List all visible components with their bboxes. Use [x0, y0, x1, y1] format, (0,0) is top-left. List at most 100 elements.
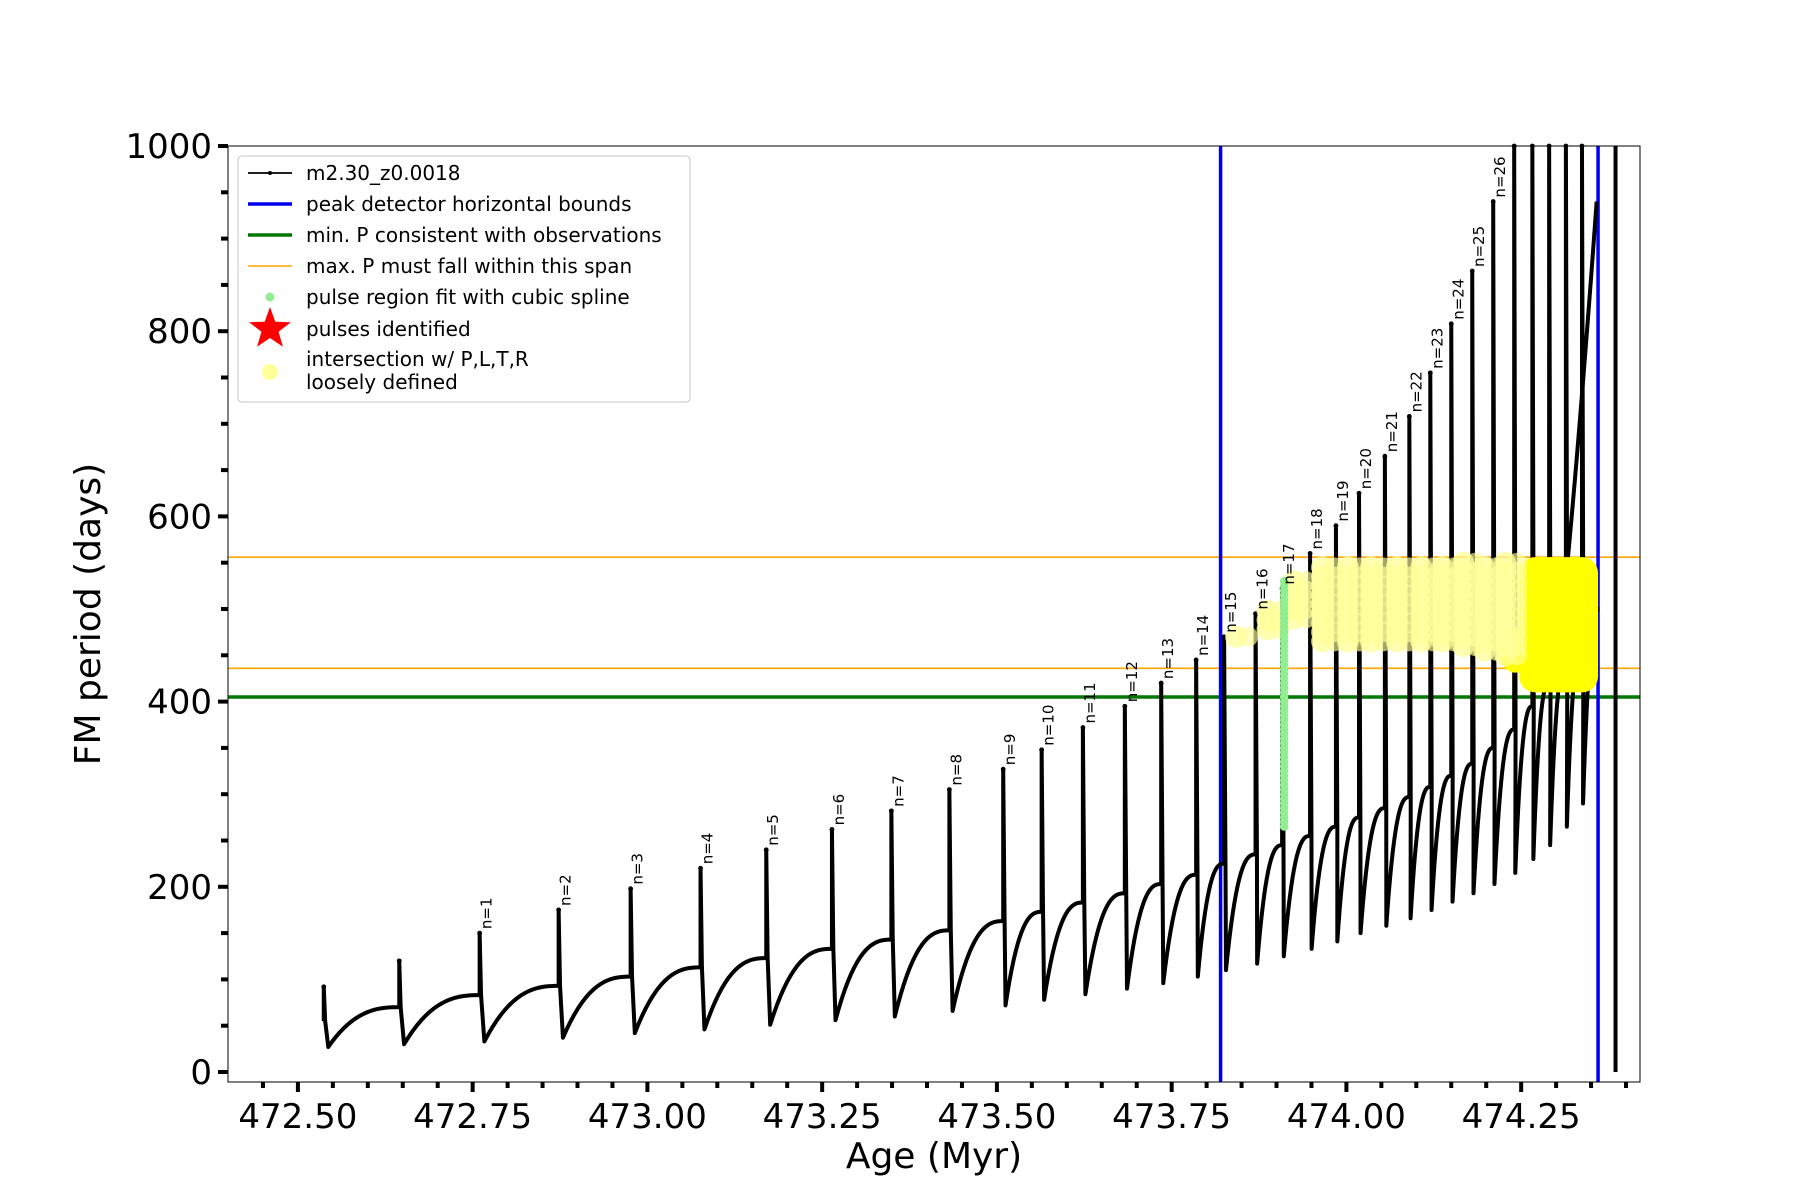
- y-tick-label: 0: [190, 1053, 212, 1093]
- y-axis-label: FM period (days): [68, 463, 109, 765]
- pulse-peak-point-14: [1122, 703, 1128, 709]
- x-tick-label: 474.25: [1462, 1097, 1581, 1137]
- pulse-peak-point-15: [1158, 680, 1164, 686]
- pulse-11: [1001, 767, 1042, 1008]
- pulse-peak-point-3: [477, 930, 483, 936]
- legend-box: [237, 155, 691, 403]
- pulse-label-n=16: n=16: [1254, 568, 1272, 609]
- pulse-peak-point-28: [1490, 199, 1496, 204]
- legend-swatch-dot: [268, 171, 272, 175]
- pulse-3: [477, 931, 559, 1044]
- pulse-label-n=17: n=17: [1280, 543, 1298, 584]
- pulse-18: [1253, 611, 1283, 966]
- legend-label: m2.30_z0.0018: [306, 161, 461, 185]
- pulse-label-n=3: n=3: [629, 853, 647, 885]
- series-layer: [321, 143, 1618, 1072]
- pulse-label-n=13: n=13: [1159, 638, 1177, 679]
- pulse-peak-point-1: [321, 984, 327, 990]
- pulse-22: [1357, 491, 1386, 936]
- pulse-label-n=7: n=7: [889, 775, 907, 807]
- pulse-peak-point-13: [1080, 725, 1086, 730]
- pulse-peak-point-4: [556, 907, 562, 913]
- pulse-label-n=12: n=12: [1123, 661, 1141, 702]
- pulse-label-n=21: n=21: [1383, 411, 1401, 452]
- x-axis-label: Age (Myr): [846, 1136, 1022, 1177]
- y-tick-label: 800: [147, 312, 212, 352]
- pulse-6: [698, 866, 767, 1032]
- pulse-14: [1122, 704, 1162, 991]
- pulse-19: [1280, 586, 1311, 959]
- legend-label: min. P consistent with observations: [306, 223, 662, 247]
- pulse-label-n=26: n=26: [1491, 156, 1509, 197]
- pulse-label-n=11: n=11: [1081, 682, 1099, 723]
- legend-label: loosely defined: [306, 370, 458, 394]
- pulse-21: [1333, 523, 1360, 944]
- pulse-13: [1080, 725, 1125, 997]
- pulse-peak-point-23: [1382, 453, 1388, 459]
- legend-swatch-dot: [265, 292, 275, 302]
- pulse-27: [1470, 269, 1495, 896]
- x-tick-label: 473.00: [588, 1097, 707, 1137]
- pulse-12: [1039, 747, 1083, 1002]
- pulse-label-n=5: n=5: [764, 814, 782, 846]
- pulse-peak-point-2: [396, 958, 402, 964]
- points-layer: [1225, 551, 1599, 831]
- pulse-16: [1194, 657, 1225, 979]
- pulse-peak-point-5: [628, 886, 634, 892]
- intersection-point-0: [1238, 626, 1259, 647]
- pulse-7: [764, 847, 832, 1027]
- pulse-peak-point-6: [698, 865, 703, 871]
- pulse-24: [1407, 414, 1432, 921]
- axes-layer: 472.50 472.75 473.00 473.25 473.50 473.75 474.…: [125, 127, 1629, 1137]
- pulse-8: [829, 827, 892, 1023]
- pulse-15: [1159, 681, 1197, 986]
- pulse-peak-point-27: [1469, 268, 1475, 274]
- pulse-peak-point-7: [763, 847, 769, 853]
- pulse-17: [1222, 634, 1256, 973]
- pulse-peak-point-25: [1427, 370, 1433, 376]
- x-tick-label: 472.75: [413, 1097, 532, 1137]
- pulse-30: [1530, 144, 1551, 862]
- pulse-label-n=20: n=20: [1357, 448, 1375, 489]
- y-tick-label: 400: [147, 683, 212, 723]
- pulse-29: [1512, 144, 1534, 875]
- pulse-peak-point-12: [1039, 747, 1045, 753]
- pulse-peak-point-21: [1333, 523, 1339, 529]
- intersection-point-11: [1507, 552, 1528, 573]
- legend-label: max. P must fall within this span: [306, 254, 632, 278]
- pulse-peak-point-11: [1000, 766, 1006, 772]
- pulse-label-n=23: n=23: [1428, 328, 1446, 369]
- pulse-9: [889, 808, 950, 1019]
- y-tick-label: 200: [147, 868, 212, 908]
- pulse-31: [1547, 144, 1568, 848]
- spline-point: [1279, 577, 1289, 586]
- pulse-label-n=6: n=6: [830, 794, 848, 826]
- y-tick-label: 600: [147, 497, 212, 537]
- pulse-labels-layer: n=1 n=2 n=3 n=4 n=5 n=6 n=7 n=8 n=9 n=10 n=11 n=12 n…: [478, 156, 1510, 929]
- legend-swatch-star: [249, 307, 291, 347]
- y-tick-label: 1000: [125, 127, 212, 167]
- legend-label: pulse region fit with cubic spline: [306, 285, 630, 309]
- pulse-peak-point-26: [1448, 321, 1454, 327]
- pulse-4: [556, 907, 631, 1040]
- legend-label: intersection w/ P,L,T,R: [306, 347, 529, 371]
- pulse-1: [321, 984, 400, 1049]
- pulse-23: [1382, 454, 1411, 928]
- pulse-10: [947, 787, 1004, 1013]
- pulse-label-n=15: n=15: [1222, 592, 1240, 633]
- pulse-label-n=9: n=9: [1001, 734, 1019, 766]
- x-tick-label: 473.25: [763, 1097, 882, 1137]
- pulse-label-n=4: n=4: [699, 833, 717, 865]
- plot-frame: [227, 145, 1641, 1083]
- pulse-26: [1449, 321, 1474, 904]
- intersection-dense-region: [1519, 557, 1599, 693]
- x-tick-label: 472.50: [238, 1097, 357, 1137]
- x-tick-label: 473.50: [937, 1097, 1056, 1137]
- pulse-5: [628, 886, 701, 1036]
- legend-label: peak detector horizontal bounds: [306, 192, 632, 216]
- pulse-label-n=1: n=1: [478, 897, 496, 929]
- pulse-label-n=19: n=19: [1334, 480, 1352, 521]
